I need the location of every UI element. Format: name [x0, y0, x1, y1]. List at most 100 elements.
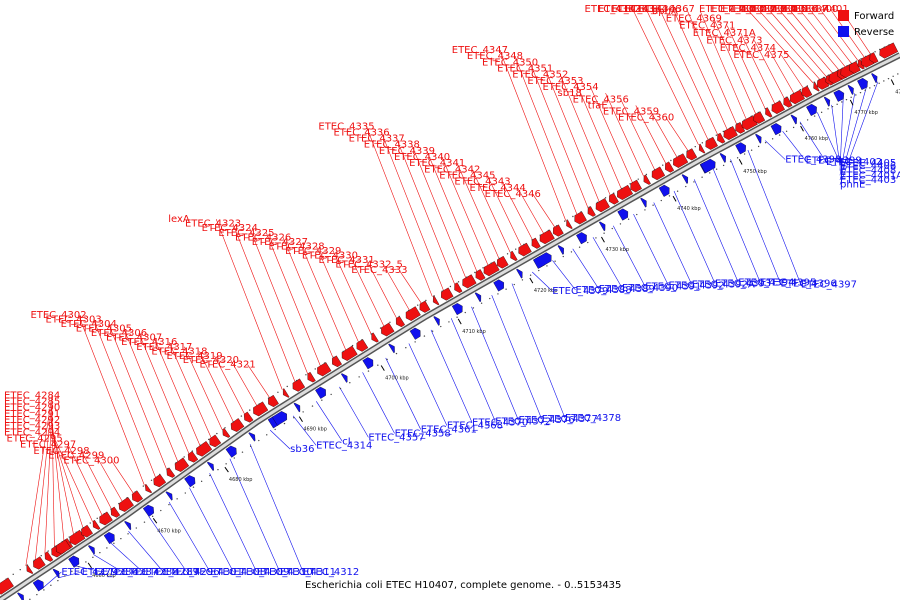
gene-label[interactable]: ETEC_4290 — [4, 403, 60, 414]
reverse-gene[interactable] — [206, 460, 216, 471]
reverse-gene[interactable] — [225, 444, 239, 458]
gene-label[interactable]: phnE — [840, 180, 865, 191]
reverse-gene[interactable] — [755, 133, 763, 144]
gene-label[interactable]: ETEC_4300 — [63, 455, 119, 466]
reverse-gene[interactable] — [409, 326, 423, 340]
forward-gene[interactable] — [684, 148, 698, 162]
gene-label[interactable]: ETEC_4393 — [715, 278, 771, 289]
forward-gene[interactable] — [551, 224, 564, 238]
reverse-gene[interactable] — [451, 302, 465, 316]
gene-label[interactable]: ETEC_4298 — [33, 446, 89, 457]
gene-label[interactable]: ETEC_4326 — [235, 232, 291, 243]
gene-label[interactable]: ETEC_4293 — [4, 421, 60, 432]
forward-gene[interactable] — [354, 339, 369, 353]
reverse-gene[interactable] — [433, 315, 442, 326]
gene-label[interactable]: ETEC_4287 — [102, 567, 158, 578]
forward-gene[interactable] — [251, 401, 269, 418]
forward-gene[interactable] — [799, 85, 813, 99]
gene-label[interactable]: ETEC_4319 — [166, 351, 222, 362]
gene-label[interactable]: ETEC_4296 — [163, 567, 219, 578]
gene-label[interactable]: ETEC_4291 — [4, 409, 60, 420]
gene-label[interactable]: ETEC_4408 — [840, 166, 896, 177]
gene-label[interactable]: ETEC_4382 — [720, 4, 776, 15]
forward-gene[interactable] — [0, 577, 14, 596]
reverse-gene[interactable] — [533, 251, 554, 269]
gene-label[interactable]: ETEC_4317 — [136, 342, 192, 353]
forward-gene[interactable] — [593, 198, 610, 213]
forward-gene[interactable] — [305, 371, 316, 384]
forward-gene[interactable] — [763, 107, 773, 119]
forward-gene[interactable] — [607, 192, 619, 206]
forward-gene[interactable] — [54, 539, 72, 556]
forward-gene[interactable] — [769, 100, 785, 116]
gene-label[interactable]: ETEC_4289 — [143, 567, 199, 578]
gene-label[interactable]: ETEC_4348 — [467, 51, 523, 62]
forward-gene[interactable] — [229, 418, 245, 433]
forward-gene[interactable] — [417, 300, 431, 314]
forward-gene[interactable] — [671, 153, 689, 170]
forward-gene[interactable] — [42, 551, 54, 564]
gene-label[interactable]: ETEC_4331 — [319, 255, 375, 266]
gene-label[interactable]: ETEC_4377 — [542, 414, 598, 425]
gene-label[interactable]: ETEC_4386 — [762, 4, 818, 15]
gene-label[interactable]: ETEC_4357 — [368, 432, 424, 443]
gene-label[interactable]: ETEC_4337 — [349, 134, 405, 145]
gene-label[interactable]: ETEC_4306 — [91, 328, 147, 339]
forward-gene[interactable] — [116, 496, 134, 513]
gene-label[interactable]: ETEC_4325 — [218, 228, 274, 239]
forward-gene[interactable] — [130, 490, 143, 504]
reverse-gene[interactable] — [340, 372, 350, 383]
forward-gene[interactable] — [207, 434, 222, 449]
forward-gene[interactable] — [173, 457, 190, 474]
forward-gene[interactable] — [290, 378, 306, 393]
forward-gene[interactable] — [663, 161, 675, 174]
gene-label[interactable]: ETEC_4332_5 — [335, 260, 403, 271]
gene-label[interactable]: ETEC_4406 — [840, 161, 896, 172]
gene-label[interactable]: ETEC_4379 — [552, 286, 608, 297]
gene-label[interactable]: sb36 — [290, 444, 314, 455]
gene-label[interactable]: ETEC_4339 — [379, 146, 435, 157]
reverse-gene[interactable] — [857, 77, 870, 90]
gene-label[interactable]: ETEC_4336 — [333, 127, 389, 138]
gene-label[interactable]: ETEC_4363 — [598, 4, 654, 15]
gene-label[interactable]: ETEC_4279 — [61, 567, 117, 578]
forward-gene[interactable] — [481, 261, 500, 277]
gene-label[interactable]: ETEC_4321 — [200, 360, 256, 371]
forward-gene[interactable] — [516, 242, 532, 258]
gene-label[interactable]: ETEC_4392A — [692, 280, 755, 291]
gene-label[interactable]: ETEC_4302 — [30, 310, 86, 321]
gene-label[interactable]: ETEC_4395 — [760, 277, 816, 288]
forward-gene[interactable] — [733, 122, 746, 135]
gene-label[interactable]: ETEC_4341 — [409, 158, 465, 169]
forward-gene[interactable] — [431, 295, 440, 307]
gene-label[interactable]: ETEC_4352 — [512, 70, 568, 81]
reverse-gene[interactable] — [735, 141, 748, 155]
gene-label[interactable]: ETEC_4375 — [733, 50, 789, 61]
gene-label[interactable]: ETEC_4366 — [625, 4, 681, 15]
gene-label[interactable]: ETEC_4324 — [202, 223, 258, 234]
gene-label[interactable]: ETEC_4389 — [599, 284, 655, 295]
gene-label[interactable]: ETEC_4316 — [121, 337, 177, 348]
forward-gene[interactable] — [847, 61, 861, 74]
gene-label[interactable]: ETEC_4345 — [439, 170, 495, 181]
gene-label[interactable]: ETEC_4312 — [303, 567, 359, 578]
gene-label[interactable]: ETEC_4309 — [233, 567, 289, 578]
gene-label[interactable]: ETEC_4371A — [693, 28, 756, 39]
reverse-gene[interactable] — [847, 84, 856, 95]
gene-label[interactable]: ETEC_4400 — [782, 4, 838, 15]
reverse-gene[interactable] — [576, 231, 589, 245]
forward-gene[interactable] — [31, 556, 46, 571]
forward-gene[interactable] — [721, 126, 738, 141]
gene-label[interactable]: ETEC_4384 — [741, 4, 797, 15]
reverse-gene[interactable] — [293, 401, 303, 413]
reverse-gene[interactable] — [700, 158, 718, 174]
forward-gene[interactable] — [67, 529, 86, 547]
gene-label[interactable]: ETEC_4335 — [318, 121, 374, 132]
forward-gene[interactable] — [186, 451, 199, 464]
gene-label[interactable]: ETEC_4292 — [4, 415, 60, 426]
reverse-gene[interactable] — [790, 113, 799, 125]
gene-label[interactable]: ETEC_4327 — [252, 237, 308, 248]
gene-label[interactable]: ETEC_4369 — [666, 13, 722, 24]
reverse-gene[interactable] — [770, 122, 784, 136]
gene-label[interactable]: ETEC_4390 — [622, 283, 678, 294]
